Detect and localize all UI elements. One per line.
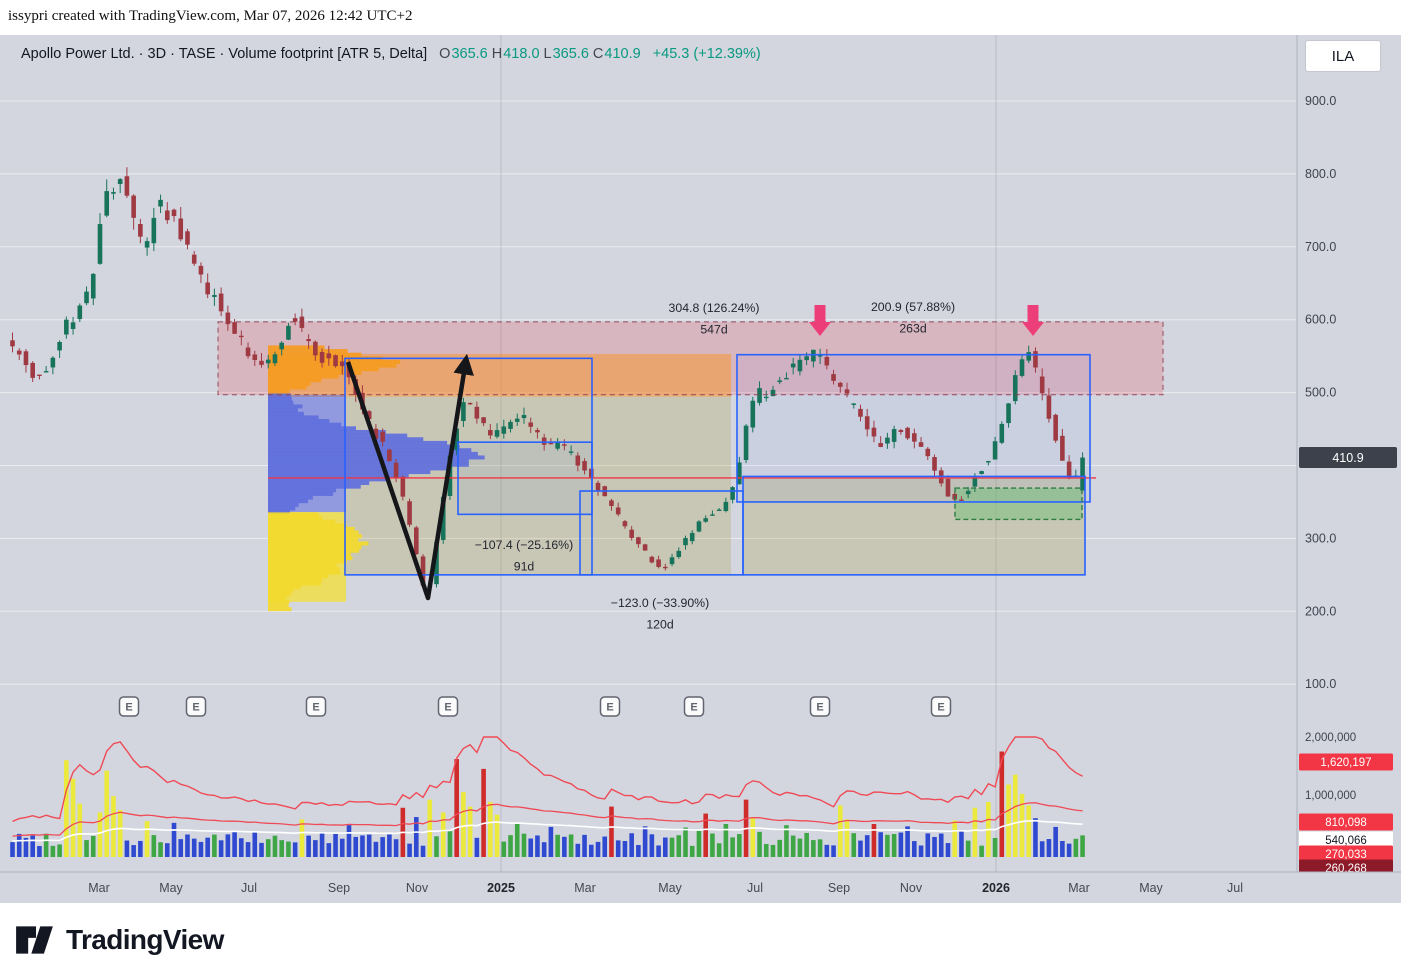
svg-text:−123.0 (−33.90%): −123.0 (−33.90%) — [611, 596, 709, 610]
measure-annotations: 304.8 (126.24%) 547d 200.9 (57.88%) 263d −10… — [475, 300, 955, 632]
svg-text:263d: 263d — [899, 322, 927, 336]
time-axis-label: Sep — [328, 881, 350, 895]
footer: TradingView — [0, 903, 1401, 980]
khaki-right — [743, 476, 1085, 575]
current-price-label: 410.9 — [1332, 451, 1363, 465]
earnings-badge — [305, 696, 327, 717]
down-arrow-marker[interactable] — [1022, 305, 1044, 336]
attribution-bar: issypri created with TradingView.com, Ma… — [0, 0, 1401, 35]
earnings-badge — [599, 696, 621, 717]
time-axis-label: Sep — [828, 881, 850, 895]
volume-histogram — [10, 751, 1085, 857]
time-axis-label: May — [658, 881, 682, 895]
chart-background — [0, 35, 1401, 903]
volume-value-badge — [1299, 831, 1393, 849]
svg-text:2,000,000: 2,000,000 — [1305, 732, 1356, 744]
demand-green-zone — [955, 488, 1082, 520]
price-axis-panel[interactable] — [1297, 35, 1401, 903]
svg-text:300.0: 300.0 — [1305, 531, 1336, 545]
time-axis-label: 2026 — [982, 881, 1010, 895]
volume-ma-band — [12, 736, 1083, 823]
svg-text:810,098: 810,098 — [1325, 817, 1367, 829]
earnings-badge — [930, 696, 952, 717]
zone-borders[interactable] — [217, 321, 1164, 576]
volume-value-badge — [1299, 845, 1393, 863]
svg-text:91d: 91d — [514, 560, 535, 574]
svg-text:1,000,000: 1,000,000 — [1305, 790, 1356, 802]
svg-text:1,620,197: 1,620,197 — [1320, 757, 1371, 769]
range-box-b-border — [457, 441, 593, 516]
svg-text:200.0: 200.0 — [1305, 604, 1336, 618]
svg-text:E: E — [312, 702, 319, 714]
trend-zigzag-arrow[interactable] — [345, 353, 474, 601]
time-axis-label: Jul — [1227, 881, 1243, 895]
currency-badge: ILA — [1305, 40, 1381, 72]
time-axis-label: Mar — [88, 881, 110, 895]
svg-text:700.0: 700.0 — [1305, 240, 1336, 254]
svg-text:E: E — [816, 702, 823, 714]
time-axis-label: Jul — [241, 881, 257, 895]
range-box-d-border — [736, 353, 1091, 503]
earnings-badge — [437, 696, 459, 717]
current-price-badge — [1299, 447, 1397, 469]
volume-ma-line — [12, 802, 1083, 837]
time-axis-label: Jul — [747, 881, 763, 895]
svg-text:−107.4 (−25.16%): −107.4 (−25.16%) — [475, 538, 573, 552]
chart-area[interactable]: 304.8 (126.24%) 547d 200.9 (57.88%) 263d −10… — [0, 35, 1401, 903]
earnings-badge — [118, 696, 140, 717]
svg-text:304.8 (126.24%): 304.8 (126.24%) — [669, 301, 760, 315]
volume-value-badge — [1299, 813, 1393, 831]
svg-text:500.0: 500.0 — [1305, 386, 1336, 400]
volume-ma-line-white — [12, 819, 1083, 842]
svg-text:270,033: 270,033 — [1325, 849, 1367, 861]
svg-text:E: E — [125, 702, 132, 714]
time-axis-label: May — [1139, 881, 1163, 895]
svg-text:800.0: 800.0 — [1305, 167, 1336, 181]
volume-value-badge — [1299, 753, 1393, 771]
range-box-d — [737, 354, 1090, 502]
svg-text:900.0: 900.0 — [1305, 94, 1336, 108]
range-box-e-border — [742, 475, 1086, 576]
svg-text:E: E — [937, 702, 944, 714]
down-arrow-marker[interactable] — [809, 305, 831, 336]
svg-text:120d: 120d — [646, 618, 674, 632]
time-axis-label: Mar — [1068, 881, 1090, 895]
svg-text:200.9 (57.88%): 200.9 (57.88%) — [871, 300, 955, 314]
candles-series — [10, 167, 1085, 588]
time-axis[interactable]: Mar May Jul Sep Nov 2025 Mar May Jul Sep Nov 2026 Ma… — [88, 881, 1243, 895]
earnings-badge — [809, 696, 831, 717]
svg-text:540,066: 540,066 — [1325, 835, 1367, 847]
svg-text:E: E — [192, 702, 199, 714]
tradingview-brand[interactable]: TradingView — [14, 921, 224, 959]
svg-text:E: E — [606, 702, 613, 714]
time-axis-label: Mar — [574, 881, 596, 895]
svg-text:600.0: 600.0 — [1305, 313, 1336, 327]
time-axis-label: Nov — [900, 881, 923, 895]
earnings-badge — [185, 696, 207, 717]
supply-zone-border — [217, 321, 1164, 396]
earnings-badge — [683, 696, 705, 717]
price-axis[interactable]: 900.0 800.0 700.0 600.0 500.0 300.0 200.0 100.0 — [1305, 94, 1336, 691]
attribution-text: issypri created with TradingView.com, Ma… — [8, 8, 413, 24]
svg-text:547d: 547d — [700, 323, 728, 337]
main-chart-canvas[interactable]: 304.8 (126.24%) 547d 200.9 (57.88%) 263d −10… — [0, 35, 1401, 903]
tradingview-wordmark: TradingView — [66, 924, 224, 955]
time-axis-label: May — [159, 881, 183, 895]
tradingview-logo-icon — [16, 926, 53, 954]
time-axis-label: 2025 — [487, 881, 515, 895]
svg-text:100.0: 100.0 — [1305, 677, 1336, 691]
time-axis-panel[interactable] — [0, 872, 1401, 903]
svg-text:E: E — [444, 702, 451, 714]
svg-text:E: E — [690, 702, 697, 714]
time-axis-label: Nov — [406, 881, 429, 895]
